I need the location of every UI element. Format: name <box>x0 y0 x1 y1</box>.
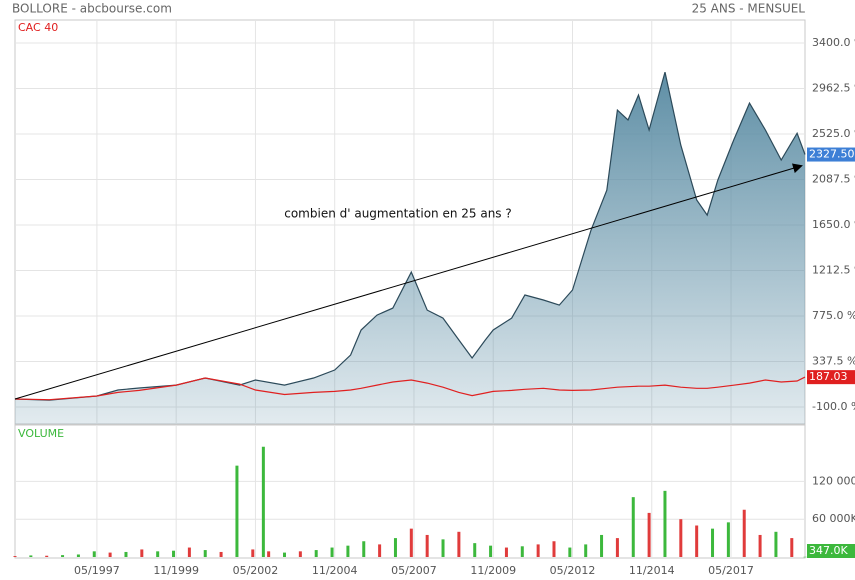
volume-bar <box>774 531 778 557</box>
volume-bar <box>314 550 318 557</box>
volume-bar <box>267 551 271 557</box>
annotation: combien d' augmentation en 25 ans ? <box>284 207 512 221</box>
volume-bar <box>758 534 762 557</box>
panel-title: VOLUME <box>18 427 64 440</box>
volume-bar <box>409 528 413 557</box>
plot-layer: 05/1997 11/1999 05/2002 11/2004 05/2007 11/20… <box>13 20 855 577</box>
volume-panel <box>14 424 806 559</box>
x-tick-label: 11/2009 <box>470 564 516 577</box>
volume-bar <box>552 541 556 557</box>
volume-bar <box>489 545 493 557</box>
y-tick-label: -100.0 % <box>812 400 855 413</box>
volume-bar <box>76 554 80 557</box>
volume-bar <box>711 528 715 557</box>
volume-bar <box>631 497 635 557</box>
y-tick-label: 1212.5 % <box>812 264 855 277</box>
annotation-arrow <box>14 163 803 400</box>
volume-bar <box>473 543 477 557</box>
volume-bar <box>362 541 366 557</box>
x-tick-label: 05/2012 <box>550 564 596 577</box>
last-value-box <box>807 370 855 385</box>
volume-bar <box>615 538 619 557</box>
x-tick-label: 05/2007 <box>391 564 437 577</box>
volume-bar <box>568 547 572 557</box>
volume-bar <box>647 512 651 557</box>
volume-bar <box>803 556 807 558</box>
y-tick-label: 775.0 % <box>812 309 855 322</box>
volume-bar <box>235 465 239 557</box>
volume-bar <box>219 551 223 557</box>
y-tick-label: 2962.5 % <box>812 82 855 95</box>
volume-bar <box>536 544 540 557</box>
x-tick-label: 05/2002 <box>233 564 279 577</box>
volume-bar <box>172 550 176 557</box>
series-line <box>14 71 806 401</box>
volume-bar <box>695 525 699 557</box>
volume-bar <box>393 538 397 557</box>
volume-bar <box>61 555 65 557</box>
volume-bar <box>282 552 286 557</box>
volume-bar <box>441 539 445 557</box>
volume-bar <box>457 531 461 557</box>
chart-subtitle: 25 ANS - MENSUEL <box>692 2 806 16</box>
y-tick-label: 60 000K <box>812 512 855 525</box>
volume-bar <box>156 551 160 557</box>
volume-bar <box>346 545 350 557</box>
volume-bar <box>330 547 334 557</box>
volume-bar <box>124 551 128 557</box>
volume-bar <box>203 550 207 557</box>
volume-bar <box>504 547 508 557</box>
volume-bar <box>679 519 683 557</box>
last-value-box <box>807 147 855 162</box>
x-tick-label: 05/1997 <box>74 564 120 577</box>
volume-bar <box>261 446 265 557</box>
last-value-label: 187.03 <box>809 370 848 383</box>
x-tick-label: 11/1999 <box>153 564 199 577</box>
volume-bar <box>187 547 191 557</box>
volume-bar <box>584 544 588 557</box>
y-tick-label: 3400.0 % <box>812 36 855 49</box>
last-value-label: 347.0K <box>809 544 848 557</box>
volume-bar <box>742 509 746 557</box>
series-line <box>14 376 806 401</box>
y-tick-label: 1650.0 % <box>812 218 855 231</box>
volume-bar <box>726 522 730 557</box>
last-value-box <box>807 544 855 558</box>
volume-bar <box>298 551 302 557</box>
volume-bar <box>140 549 144 557</box>
volume-bar <box>92 551 96 557</box>
legend-entry: CAC 40 <box>18 21 58 34</box>
volume-bar <box>600 534 604 557</box>
volume-bar <box>251 549 255 557</box>
volume-bar <box>790 538 794 557</box>
volume-bar <box>45 555 49 557</box>
volume-bar <box>520 546 524 557</box>
volume-bar <box>13 556 17 557</box>
volume-bar <box>29 555 33 557</box>
x-tick-label: 05/2017 <box>708 564 754 577</box>
volume-bar <box>108 552 112 557</box>
volume-bar <box>663 490 667 557</box>
y-tick-label: 2087.5 % <box>812 173 855 186</box>
y-tick-label: 120 000 <box>812 474 855 487</box>
y-tick-label: 337.5 % <box>812 355 855 368</box>
x-tick-label: 11/2014 <box>629 564 675 577</box>
x-tick-label: 11/2004 <box>312 564 358 577</box>
area-fill <box>15 72 805 424</box>
y-tick-label: 2525.0 % <box>812 127 855 140</box>
chart-title: BOLLORE - abcbourse.com <box>12 2 172 16</box>
volume-bar <box>378 544 382 557</box>
volume-bar <box>425 534 429 557</box>
last-value-label: 2327.50 <box>809 148 855 161</box>
